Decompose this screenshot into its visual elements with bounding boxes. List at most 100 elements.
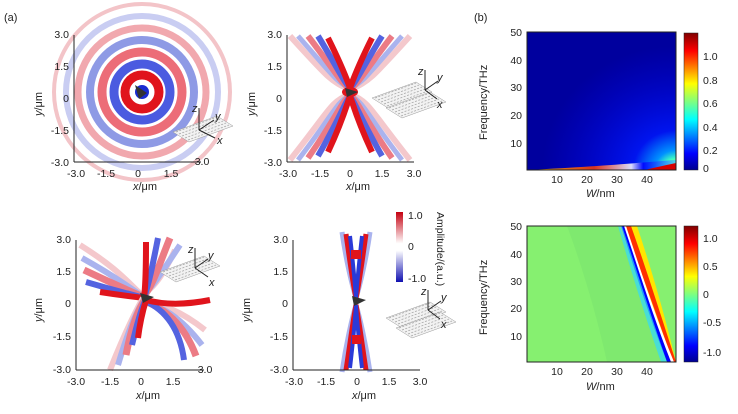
p3-xtick--1.5: -1.5: [101, 376, 119, 388]
p2-xtick-1.5: 1.5: [375, 168, 390, 180]
axes-triad: z y x: [191, 103, 223, 147]
axes-triad: z y x: [417, 66, 444, 111]
p4-ytick-1.5: 1.5: [273, 266, 288, 278]
p1-xtick-3: 3.0: [195, 156, 210, 168]
axis-letter-x: x: [436, 99, 443, 111]
plot3-axes: 3.0 1.5 0 -1.5 -3.0 -3.0 -1.5 0 1.5 3.0 …: [33, 234, 212, 402]
heatmap-2-ylabel: Frequency/THz: [478, 260, 490, 335]
h2-ytick-50: 50: [510, 221, 522, 233]
h2-cb-tick--0.5: -0.5: [703, 317, 721, 329]
heatmap-1-band: [527, 160, 676, 170]
h1-ytick-50: 50: [510, 27, 522, 39]
heatmap-1-hotspot: [645, 163, 676, 170]
heatmap-1-xlabel: W/nm: [586, 188, 615, 200]
p3-xtick-1.5: 1.5: [166, 376, 181, 388]
panel-label-b: (b): [474, 12, 487, 24]
h2-xtick-40: 40: [641, 366, 653, 378]
p4-ytick-3: 3.0: [273, 234, 288, 246]
h2-xtick-30: 30: [611, 366, 623, 378]
field-plot-circular: z y x: [52, 2, 234, 182]
axis-letter-y: y: [214, 111, 222, 123]
axes-triad: z y x: [187, 244, 215, 289]
p2-ytick-1.5: 1.5: [267, 61, 282, 73]
p2-ytick-3: 3.0: [267, 29, 282, 41]
heatmap-2-xticks: 10 20 30 40: [551, 366, 653, 378]
p4-xtick--1.5: -1.5: [317, 376, 335, 388]
axis-letter-y: y: [207, 250, 215, 262]
p4-ytick--1.5: -1.5: [270, 331, 288, 343]
p1-ytick-3: 3.0: [54, 29, 69, 41]
heatmap-1-yticks: 50 40 30 20 10: [510, 27, 522, 150]
heatmap-2-cyan-band: [618, 226, 667, 362]
p1-ytick-0: 0: [63, 93, 69, 105]
p2-ytick--1.5: -1.5: [264, 125, 282, 137]
p3-xtick-3: 3.0: [198, 364, 213, 376]
source-arrow: [140, 293, 154, 303]
p1-ytick--3: -3.0: [51, 157, 69, 169]
h1-cb-tick-0.8: 0.8: [703, 75, 718, 87]
p2-ytick-0: 0: [276, 93, 282, 105]
p4-xtick--3: -3.0: [285, 376, 303, 388]
p1-ylabel: y/μm: [33, 92, 45, 117]
axis-letter-y: y: [436, 72, 444, 84]
h1-cb-tick-1.0: 1.0: [703, 51, 718, 63]
heatmap-1-colorbar: [683, 32, 699, 171]
p1-xlabel: x/μm: [132, 181, 157, 193]
axis-letter-x: x: [216, 135, 223, 147]
plot4-axes: 3.0 1.5 0 -1.5 -3.0 -3.0 -1.5 0 1.5 3.0 …: [241, 234, 427, 402]
source-arrow: [345, 88, 358, 97]
amp-tick--1: -1.0: [408, 273, 426, 285]
h1-cb-tick-0.6: 0.6: [703, 98, 718, 110]
p1-xtick-1.5: 1.5: [164, 168, 179, 180]
axis-letter-y: y: [440, 292, 448, 304]
p1-xtick--3: -3.0: [67, 168, 85, 180]
source-arrow: [135, 85, 147, 99]
h2-ytick-40: 40: [510, 249, 522, 261]
h2-cb-tick-0.5: 0.5: [703, 261, 718, 273]
p2-xtick-3: 3.0: [407, 168, 422, 180]
heatmap-2-colorbar: [683, 225, 699, 363]
p3-ytick-0: 0: [65, 298, 71, 310]
axis-letter-z: z: [420, 286, 427, 298]
amplitude-colorbar: 1.0 0 -1.0 Amplitude/(a.u.): [396, 210, 446, 286]
p2-xlabel: x/μm: [345, 181, 370, 193]
p3-xlabel: x/μm: [135, 390, 160, 402]
p1-xtick--1.5: -1.5: [97, 168, 115, 180]
p2-ylabel: y/μm: [246, 92, 258, 117]
heatmap-2-xlabel: W/nm: [586, 381, 615, 393]
h1-xtick-30: 30: [611, 174, 623, 186]
heatmap-2-white-line: [623, 226, 674, 362]
h1-cb-tick-0.4: 0.4: [703, 122, 718, 134]
field-rings: [52, 2, 232, 182]
h2-ytick-30: 30: [510, 276, 522, 288]
heatmap-1: 50 40 30 20 10 10 20 30 40 W/nm Frequenc…: [478, 27, 718, 200]
amplitude-colorbar-label: Amplitude/(a.u.): [434, 212, 446, 286]
h1-cb-tick-0: 0: [703, 163, 709, 175]
p2-xtick-0: 0: [347, 168, 353, 180]
axis-letter-z: z: [417, 66, 424, 78]
amp-tick-0: 0: [408, 241, 414, 253]
heatmap-1-frame: [526, 31, 677, 171]
axis-letter-x: x: [440, 319, 447, 331]
heatmap-2-shade: [567, 226, 676, 362]
heatmap-1-ylabel: Frequency/THz: [478, 65, 490, 140]
axes-triad: z y x: [420, 286, 448, 331]
axis-letter-z: z: [187, 244, 194, 256]
h2-ytick-20: 20: [510, 303, 522, 315]
heatmap-1-plot: [527, 32, 676, 170]
p1-ytick-1.5: 1.5: [54, 61, 69, 73]
h2-cb-tick-0: 0: [703, 289, 709, 301]
h1-xtick-40: 40: [641, 174, 653, 186]
h1-ytick-30: 30: [510, 82, 522, 94]
h1-cb-tick-0.2: 0.2: [703, 145, 718, 157]
heatmap-2-colorbar-ticks: 1.0 0.5 0 -0.5 -1.0: [703, 233, 721, 359]
p1-ytick--1.5: -1.5: [51, 125, 69, 137]
heatmap-2-plot: [527, 226, 676, 362]
field-plot-hyperbolic: z y x: [287, 33, 447, 162]
amplitude-colorbar-gradient: [396, 212, 403, 282]
p4-xtick-1.5: 1.5: [382, 376, 397, 388]
plot2-axes: 3.0 1.5 0 -1.5 -3.0 -3.0 -1.5 0 1.5 3.0 …: [246, 29, 421, 193]
h2-cb-tick-1.0: 1.0: [703, 233, 718, 245]
h1-xtick-20: 20: [581, 174, 593, 186]
